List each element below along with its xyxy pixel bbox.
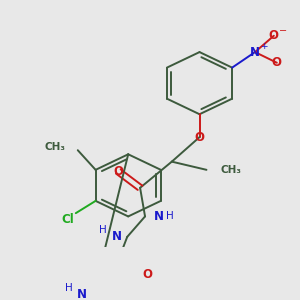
Text: CH₃: CH₃ (220, 165, 241, 175)
Text: CH₃: CH₃ (45, 142, 66, 152)
Text: N: N (112, 230, 122, 243)
Text: O: O (194, 130, 205, 144)
Text: −: − (279, 26, 287, 36)
Text: H: H (99, 225, 106, 235)
Text: +: + (260, 42, 268, 51)
Text: Cl: Cl (61, 213, 74, 226)
Text: O: O (269, 29, 279, 42)
Text: O: O (142, 268, 152, 281)
Text: N: N (76, 288, 87, 300)
Text: H: H (166, 212, 174, 221)
Text: O: O (113, 165, 123, 178)
Text: O: O (272, 56, 282, 69)
Text: N: N (250, 46, 260, 59)
Text: N: N (154, 210, 164, 223)
Text: H: H (65, 284, 73, 293)
